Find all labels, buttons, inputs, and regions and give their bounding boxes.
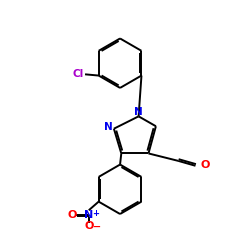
Text: O: O [200,160,210,170]
Text: −: − [93,222,101,232]
Text: O: O [67,210,77,220]
Text: Cl: Cl [72,69,84,79]
Text: N: N [104,122,113,132]
Text: N: N [134,107,143,117]
Text: N: N [84,210,94,220]
Text: +: + [92,209,99,218]
Text: O: O [84,220,94,230]
